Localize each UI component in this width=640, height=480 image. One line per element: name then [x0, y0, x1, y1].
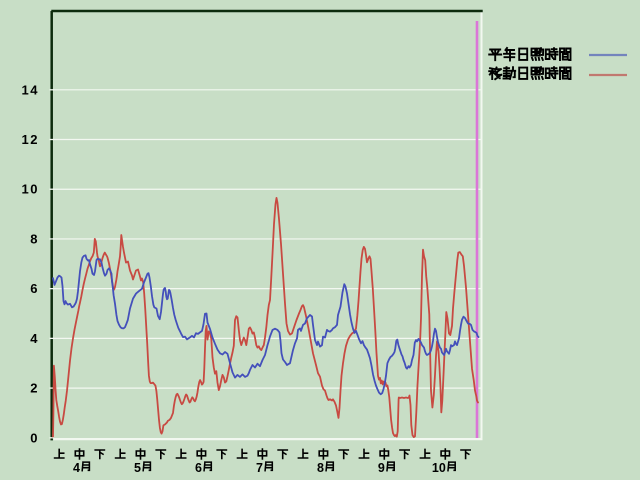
svg-text:5: 5	[134, 461, 141, 475]
svg-text:4: 4	[30, 331, 39, 346]
svg-text:12: 12	[22, 132, 39, 147]
svg-text:4: 4	[73, 461, 80, 475]
svg-text:8: 8	[317, 461, 324, 475]
svg-text:10: 10	[432, 461, 446, 475]
svg-text:10: 10	[22, 182, 39, 197]
svg-text:2: 2	[30, 381, 39, 396]
svg-text:6: 6	[30, 281, 39, 296]
svg-text:0: 0	[30, 430, 39, 445]
svg-text:14: 14	[22, 82, 39, 97]
svg-text:8: 8	[30, 231, 39, 246]
svg-text:9: 9	[378, 461, 385, 475]
svg-text:6: 6	[195, 461, 202, 475]
svg-text:7: 7	[256, 461, 263, 475]
